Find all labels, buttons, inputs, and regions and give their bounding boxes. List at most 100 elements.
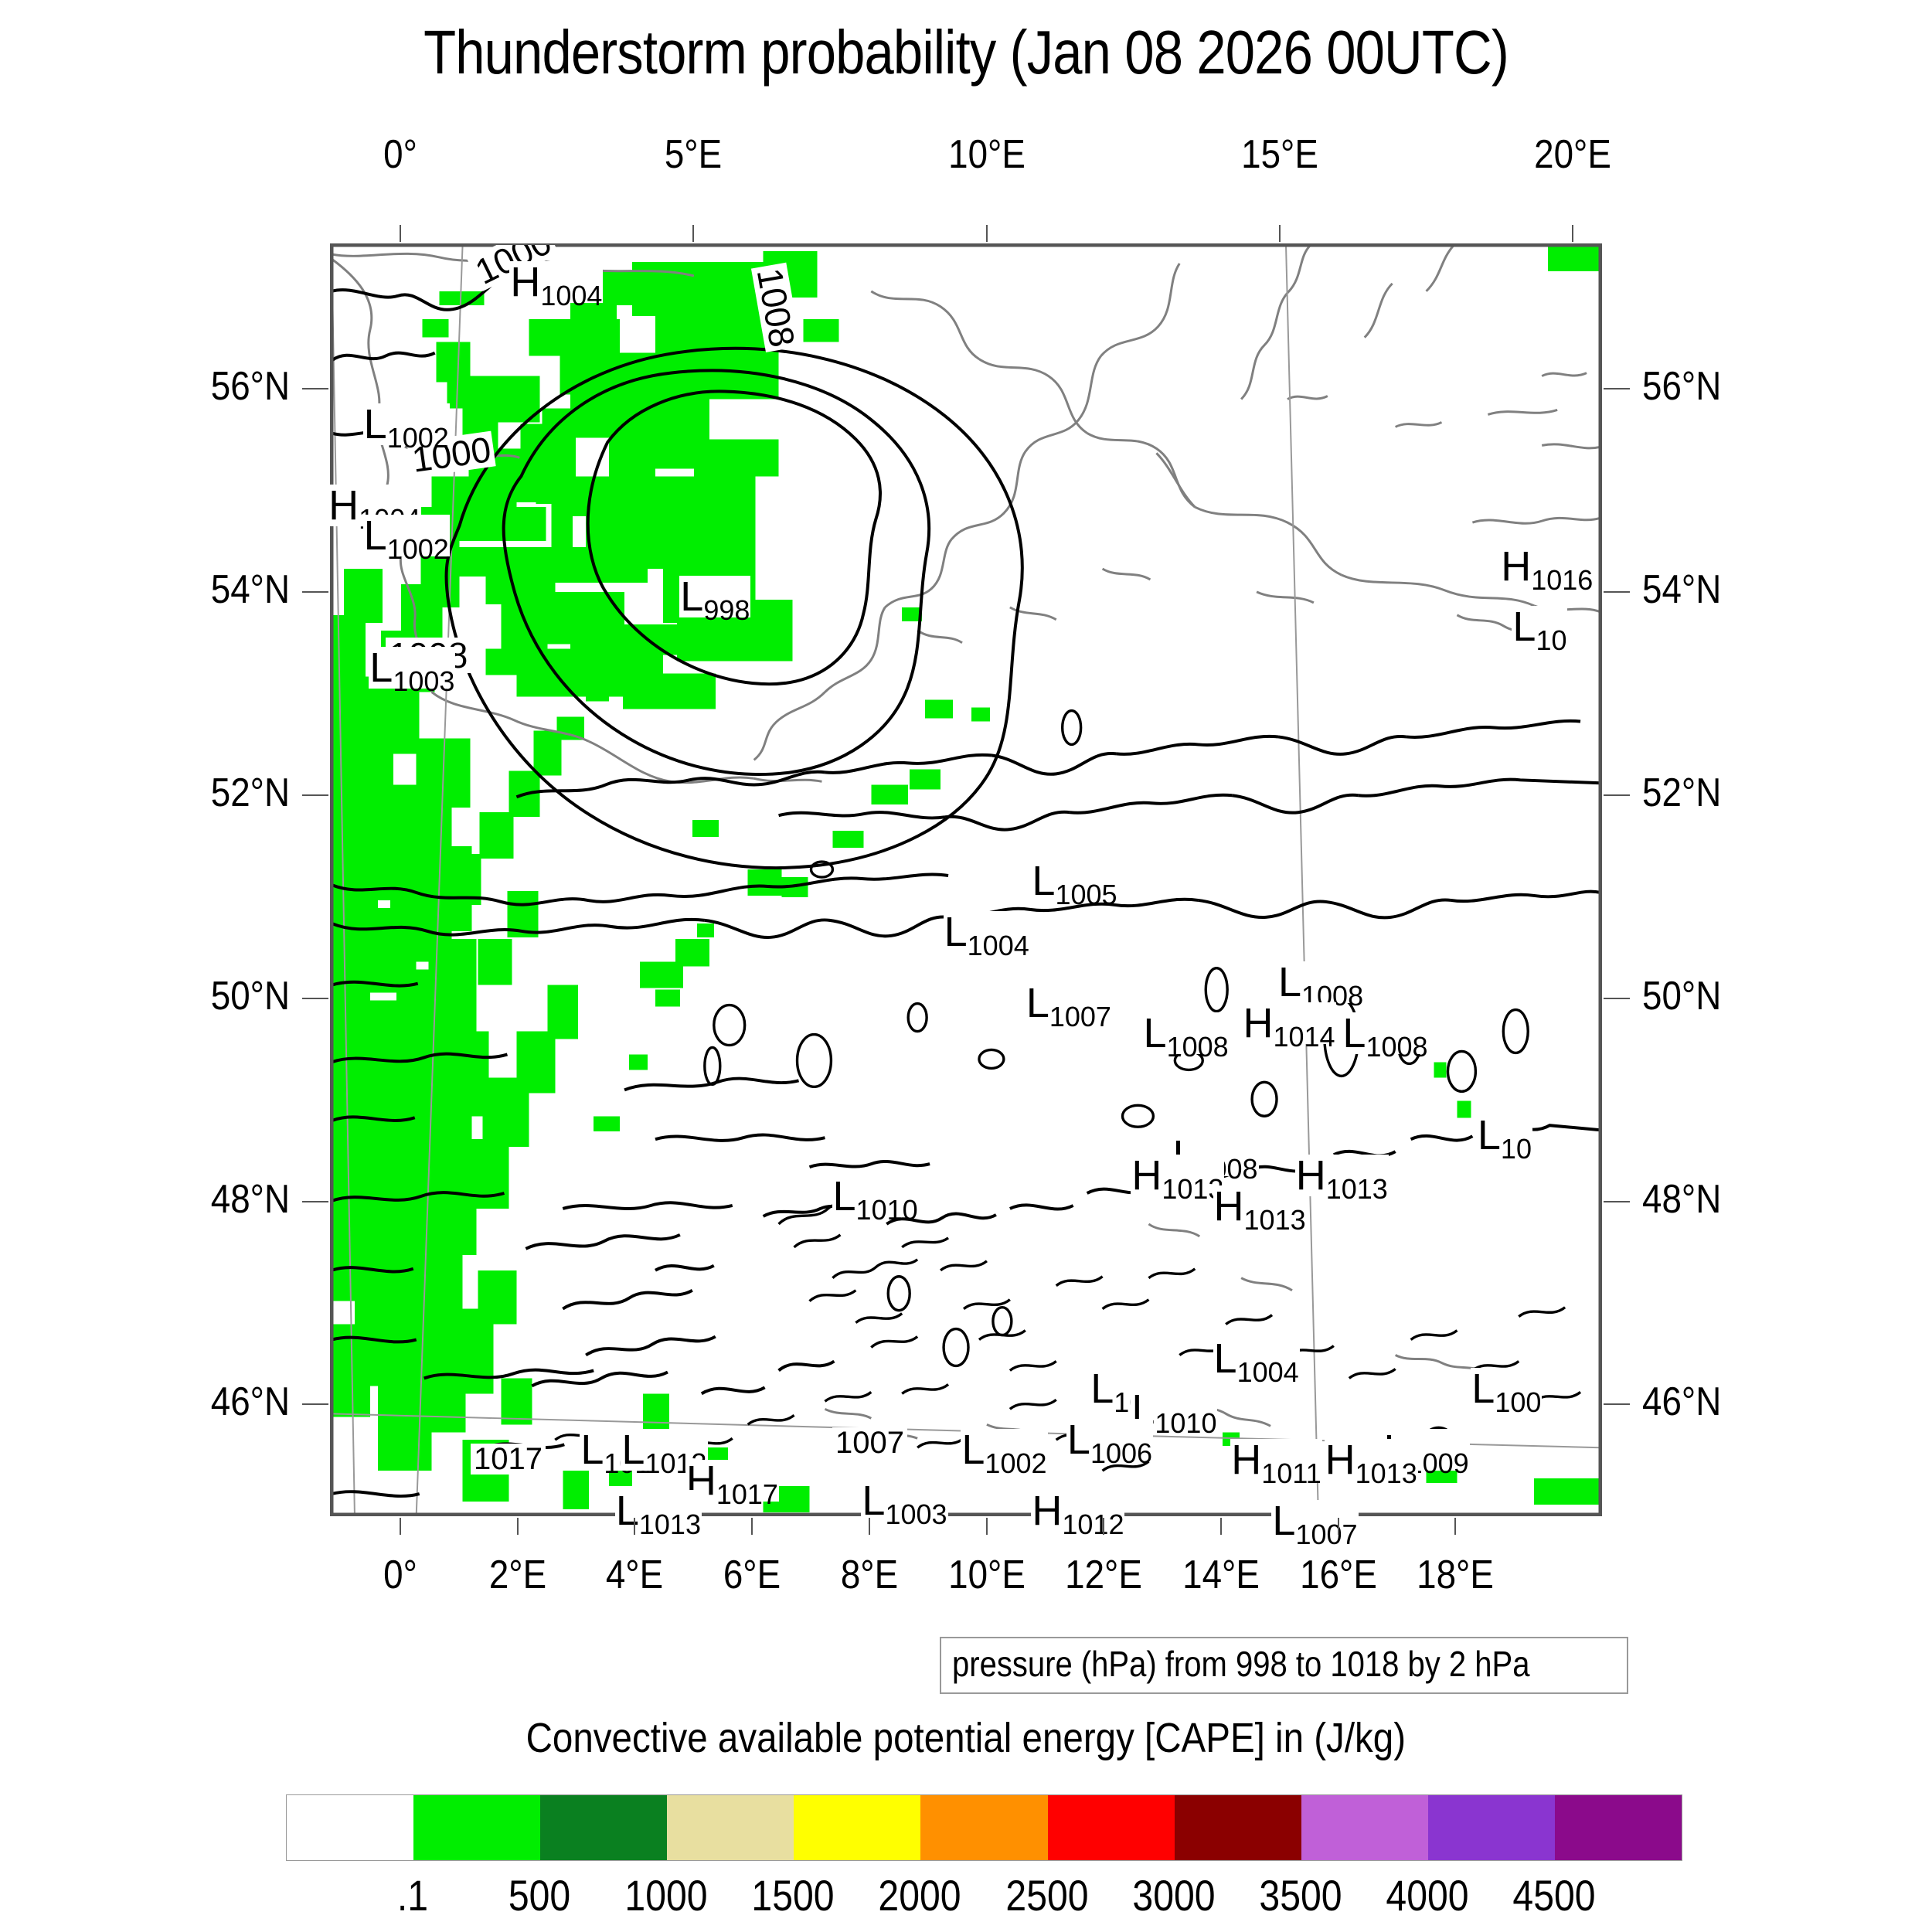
pressure-extremum-h-0: H1004 xyxy=(509,260,604,309)
extremum-value: 1013 xyxy=(638,1509,701,1540)
colorbar-segment-6 xyxy=(1047,1795,1175,1860)
extremum-value: 100 xyxy=(1495,1386,1542,1419)
extremum-value: 1002 xyxy=(386,533,449,566)
lat-label-left-5: 46°N xyxy=(210,1379,290,1425)
lat-tick-left-1 xyxy=(302,590,328,593)
pressure-extremum-l-19: L10 xyxy=(1476,1111,1532,1162)
extremum-value: 1013 xyxy=(1243,1203,1306,1236)
lon-label-bottom-8: 16°E xyxy=(1299,1553,1377,1597)
contour-label-1007: 1007 xyxy=(832,1427,907,1458)
extremum-type: L xyxy=(961,1427,985,1474)
pressure-extremum-l-20: L1010 xyxy=(832,1175,919,1223)
lon-label-top-2: 10°E xyxy=(947,132,1026,177)
lon-label-bottom-9: 18°E xyxy=(1417,1553,1495,1597)
extremum-type: H xyxy=(1032,1488,1063,1534)
extremum-value: 1007 xyxy=(1295,1519,1358,1551)
lon-tick-bottom-6 xyxy=(1103,1518,1105,1535)
pressure-extremum-h-35: H1012 xyxy=(1031,1488,1125,1539)
map-panel: 1000 1008 1000 1008 1017 1007 xyxy=(330,243,1602,1516)
lat-label-left-1: 54°N xyxy=(210,566,290,612)
pressure-extremum-l-34: L1003 xyxy=(861,1479,948,1528)
lat-tick-right-3 xyxy=(1604,997,1630,999)
extremum-type: L xyxy=(680,573,704,620)
lon-label-bottom-0: 0° xyxy=(383,1553,417,1597)
extremum-type: H xyxy=(1231,1437,1262,1484)
extremum-type: L xyxy=(1477,1111,1501,1158)
contour-label-1017: 1017 xyxy=(471,1444,546,1475)
extremum-value: 1006 xyxy=(1090,1437,1153,1469)
lat-label-left-0: 56°N xyxy=(210,363,290,409)
pressure-extremum-l-10: L1008 xyxy=(1277,961,1365,1010)
lon-tick-top-2 xyxy=(985,225,988,242)
lon-tick-top-1 xyxy=(692,225,695,242)
colorbar-segment-4 xyxy=(794,1795,921,1860)
pressure-extremum-l-8: L1007 xyxy=(1025,979,1112,1030)
extremum-type: H xyxy=(1243,1000,1274,1047)
lat-label-right-4: 48°N xyxy=(1642,1176,1722,1222)
lat-tick-right-2 xyxy=(1604,794,1630,796)
lat-label-right-0: 56°N xyxy=(1642,363,1722,409)
extremum-value: 1016 xyxy=(1531,563,1594,596)
map-frame xyxy=(332,245,1600,1515)
extremum-value: 1017 xyxy=(716,1478,778,1510)
colorbar-tick-3500: 3500 xyxy=(1259,1871,1342,1920)
extremum-value: 1014 xyxy=(1273,1021,1335,1053)
lat-tick-right-4 xyxy=(1604,1200,1630,1202)
lat-tick-left-0 xyxy=(302,387,328,389)
cape-caption-text: Convective available potential energy [C… xyxy=(526,1715,1406,1761)
lon-tick-top-0 xyxy=(400,225,402,242)
lon-tick-top-4 xyxy=(1572,225,1574,242)
extremum-type: H xyxy=(1213,1182,1244,1230)
pressure-extremum-h-17: H1013 xyxy=(1213,1182,1307,1233)
extremum-value: 1012 xyxy=(1062,1509,1124,1540)
extremum-type: L xyxy=(1471,1366,1495,1413)
colorbar-segment-1 xyxy=(413,1795,541,1860)
extremum-type: L xyxy=(363,512,387,560)
pressure-extremum-h-13: H1016 xyxy=(1500,543,1594,594)
colorbar-segment-7 xyxy=(1174,1795,1301,1860)
extremum-type: H xyxy=(1501,543,1532,590)
pressure-extremum-l-29: L1002 xyxy=(961,1427,1048,1478)
extremum-type: L xyxy=(1143,1010,1167,1057)
extremum-value: 1002 xyxy=(985,1447,1047,1480)
extremum-value: 998 xyxy=(703,594,750,626)
extremum-value: 1008 xyxy=(1166,1031,1229,1063)
colorbar-tick-1000: 1000 xyxy=(624,1871,708,1920)
lon-label-top-1: 5°E xyxy=(665,132,723,177)
colorbar-segment-10 xyxy=(1554,1795,1682,1860)
extremum-type: L xyxy=(1026,979,1049,1026)
pressure-extremum-l-9: L1008 xyxy=(1142,1010,1230,1061)
pressure-extremum-l-25: L100 xyxy=(1471,1366,1543,1417)
extremum-type: L xyxy=(944,908,968,955)
lon-label-bottom-4: 8°E xyxy=(840,1553,898,1597)
lat-label-right-1: 54°N xyxy=(1642,566,1722,612)
lat-tick-left-5 xyxy=(302,1403,328,1406)
pressure-extremum-l-21: L1004 xyxy=(1213,1337,1300,1386)
extremum-value: 1004 xyxy=(967,929,1029,961)
colorbar-tick-2000: 2000 xyxy=(878,1871,962,1920)
colorbar-segment-9 xyxy=(1427,1795,1555,1860)
pressure-extremum-l-12: L1008 xyxy=(1342,1012,1429,1061)
lon-tick-bottom-8 xyxy=(1337,1518,1339,1535)
extremum-value: 1013 xyxy=(1325,1173,1388,1206)
lat-label-left-3: 50°N xyxy=(210,973,290,1019)
colorbar-segment-8 xyxy=(1301,1795,1428,1860)
extremum-type: H xyxy=(1325,1437,1355,1484)
lon-label-bottom-2: 4°E xyxy=(606,1553,664,1597)
lat-tick-left-3 xyxy=(302,997,328,999)
extremum-value: 1004 xyxy=(1236,1355,1299,1388)
pressure-extremum-h-16: H1013 xyxy=(1131,1155,1225,1203)
lon-label-bottom-3: 6°E xyxy=(723,1553,781,1597)
lon-tick-bottom-9 xyxy=(1454,1518,1457,1535)
lat-label-right-5: 46°N xyxy=(1642,1379,1722,1425)
page-title: Thunderstorm probability (Jan 08 2026 00… xyxy=(423,18,1509,87)
pressure-extremum-l-23: L1010 xyxy=(1131,1388,1218,1437)
lon-label-bottom-6: 12°E xyxy=(1065,1553,1143,1597)
colorbar-tick-4000: 4000 xyxy=(1386,1871,1469,1920)
extremum-type: L xyxy=(1032,858,1056,905)
pressure-extremum-l-36: L1007 xyxy=(1271,1500,1359,1549)
lat-label-left-4: 48°N xyxy=(210,1176,290,1222)
extremum-value: 1007 xyxy=(1049,1000,1111,1032)
pressure-extremum-l-33: L1013 xyxy=(614,1490,702,1539)
extremum-type: L xyxy=(369,645,393,691)
